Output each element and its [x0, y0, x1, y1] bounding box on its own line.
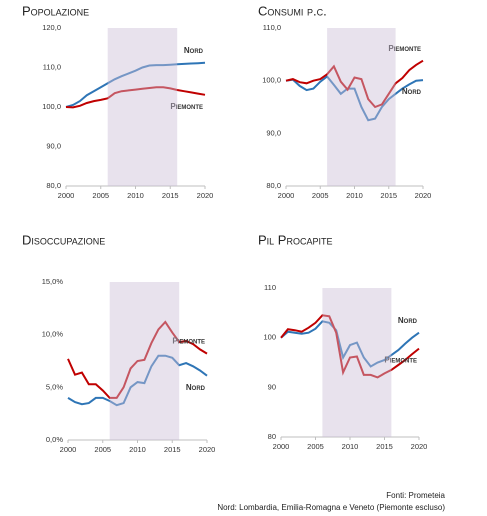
y-tick-label: 90: [268, 382, 276, 391]
series-line: [65, 61, 206, 108]
x-tick-label: 2015: [380, 191, 397, 200]
highlight-band: [109, 282, 180, 440]
series-label: Piemonte: [384, 356, 417, 365]
chart-title: Consumi p.c.: [258, 3, 327, 18]
x-tick-label: 2015: [164, 445, 181, 454]
y-tick-label: 110,0: [263, 23, 281, 32]
x-tick-label: 2010: [342, 442, 359, 451]
x-tick-label: 2015: [376, 442, 393, 451]
x-tick-label: 2020: [199, 445, 216, 454]
highlight-band: [327, 28, 396, 186]
y-tick-label: 80,0: [266, 181, 281, 190]
x-tick-label: 2010: [127, 191, 144, 200]
series-line: [280, 320, 420, 368]
series-line: [280, 314, 420, 379]
y-tick-label: 110: [264, 283, 276, 292]
chart-title: Disoccupazione: [22, 232, 105, 247]
series-label: Piemonte: [172, 337, 205, 346]
series-label: Piemonte: [170, 102, 203, 111]
y-tick-label: 90,0: [46, 141, 61, 150]
series-label: Nord: [402, 87, 422, 96]
series-line: [67, 354, 208, 407]
series-line: [67, 320, 208, 399]
y-tick-label: 80,0: [46, 181, 61, 190]
series-line: [65, 86, 206, 109]
y-tick-label: 100,0: [42, 102, 61, 111]
x-tick-label: 2020: [415, 191, 432, 200]
highlight-band: [322, 288, 392, 437]
x-tick-label: 2010: [129, 445, 146, 454]
highlight-band: [107, 28, 178, 186]
y-tick-label: 5,0%: [46, 382, 63, 391]
y-tick-label: 100,0: [262, 76, 281, 85]
series-line: [285, 59, 424, 109]
x-tick-label: 2005: [92, 191, 109, 200]
x-tick-label: 2005: [312, 191, 329, 200]
chart-title: Popolazione: [22, 3, 89, 18]
x-tick-label: 2020: [411, 442, 428, 451]
series-label: Nord: [398, 316, 418, 325]
series-label: Piemonte: [388, 44, 421, 53]
x-tick-label: 2000: [60, 445, 77, 454]
x-tick-label: 2000: [58, 191, 75, 200]
x-tick-label: 2000: [278, 191, 295, 200]
x-tick-label: 2005: [307, 442, 324, 451]
x-tick-label: 2000: [273, 442, 290, 451]
x-tick-label: 2020: [197, 191, 214, 200]
series-line: [285, 75, 424, 122]
y-tick-label: 0,0%: [46, 435, 63, 444]
source-note: Fonti: Prometeia: [386, 491, 445, 500]
x-tick-label: 2005: [94, 445, 111, 454]
series-label: Nord: [184, 46, 204, 55]
series-label: Nord: [186, 383, 206, 392]
y-tick-label: 110,0: [43, 62, 61, 71]
y-tick-label: 120,0: [42, 23, 61, 32]
y-tick-label: 100: [263, 333, 276, 342]
x-tick-label: 2015: [162, 191, 179, 200]
y-tick-label: 90,0: [266, 128, 281, 137]
y-tick-label: 80: [268, 432, 276, 441]
chart-title: Pil Procapite: [258, 232, 332, 247]
y-tick-label: 10,0%: [42, 330, 64, 339]
y-tick-label: 15,0%: [42, 277, 64, 286]
footnote: Nord: Lombardia, Emilia-Romagna e Veneto…: [217, 503, 445, 512]
x-tick-label: 2010: [346, 191, 363, 200]
